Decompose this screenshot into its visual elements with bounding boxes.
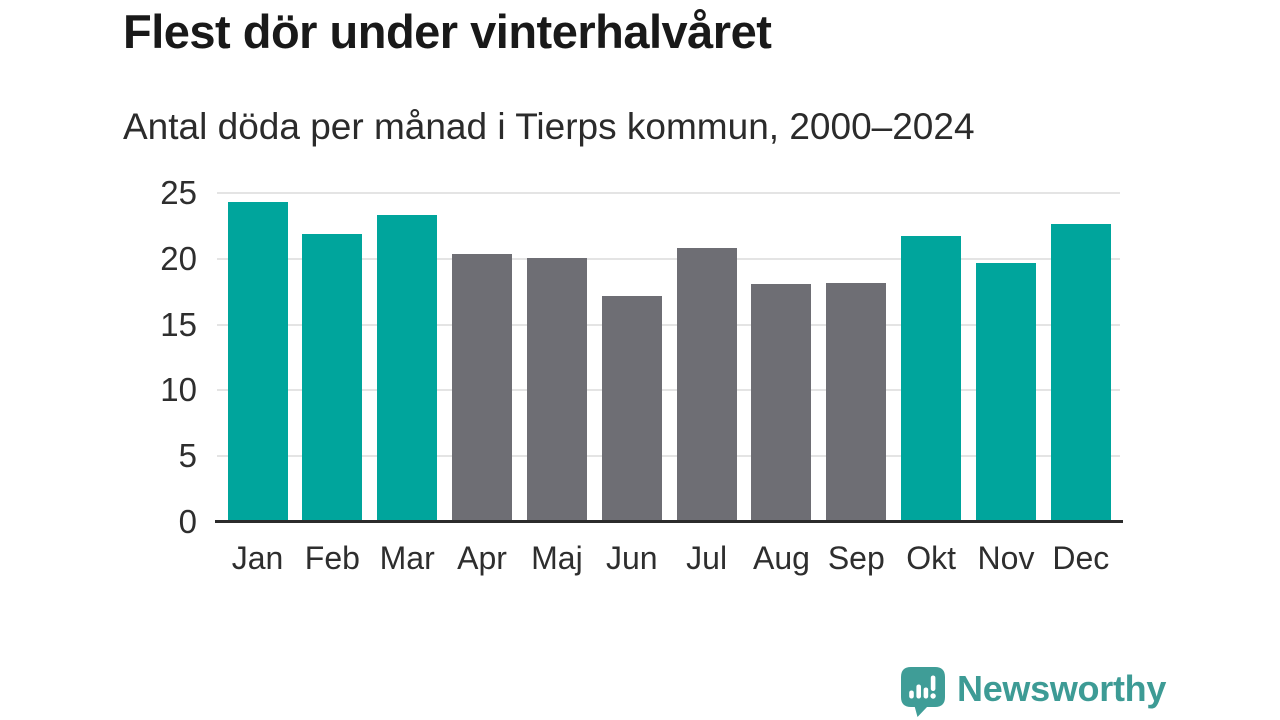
- bar-maj: [526, 258, 587, 520]
- y-tick-label-25: 25: [160, 174, 197, 211]
- x-tick-label-dec: Dec: [1052, 540, 1110, 576]
- x-tick-label-okt: Okt: [906, 540, 957, 576]
- bar-dec: [1050, 223, 1111, 520]
- x-tick-label-mar: Mar: [379, 540, 435, 576]
- gridline-y-20: [217, 257, 1120, 260]
- bar-okt: [901, 235, 962, 520]
- x-tick-label-jul: Jul: [686, 540, 728, 576]
- chart-subtitle: Antal döda per månad i Tierps kommun, 20…: [123, 106, 975, 147]
- bar-chart-plot-area: [215, 192, 1123, 523]
- gridline-y-10: [217, 389, 1120, 392]
- newsworthy-bubble-chart-icon: [901, 667, 945, 717]
- bar-jul: [676, 247, 737, 520]
- bar-nov: [976, 263, 1036, 520]
- bar-jun: [601, 296, 662, 520]
- x-tick-label-nov: Nov: [977, 540, 1035, 576]
- x-tick-label-sep: Sep: [827, 540, 885, 576]
- bar-apr: [452, 254, 513, 520]
- bar-jan: [227, 201, 288, 520]
- x-tick-label-jun: Jun: [605, 540, 658, 576]
- x-tick-label-maj: Maj: [531, 540, 583, 576]
- y-tick-label-0: 0: [178, 503, 197, 540]
- y-tick-label-10: 10: [160, 371, 197, 409]
- y-tick-label-5: 5: [178, 437, 197, 475]
- gridline-y-15: [217, 323, 1120, 326]
- bar-aug: [751, 284, 812, 520]
- gridline-y-25: [217, 192, 1120, 194]
- bar-sep: [826, 283, 887, 520]
- chart-title: Flest dör under vinterhalvåret: [123, 5, 772, 58]
- x-tick-label-jan: Jan: [231, 540, 284, 576]
- brand-name: Newsworthy: [957, 668, 1167, 709]
- x-axis-baseline: [215, 520, 1123, 523]
- y-tick-label-20: 20: [160, 239, 197, 277]
- bar-mar: [377, 214, 438, 520]
- gridline-y-5: [217, 455, 1120, 458]
- x-tick-label-aug: Aug: [752, 540, 810, 576]
- x-tick-label-feb: Feb: [304, 540, 360, 576]
- bar-feb: [302, 234, 363, 520]
- x-tick-label-apr: Apr: [457, 540, 507, 576]
- newsworthy-logo: Newsworthy: [901, 667, 1167, 717]
- y-tick-label-15: 15: [160, 305, 197, 343]
